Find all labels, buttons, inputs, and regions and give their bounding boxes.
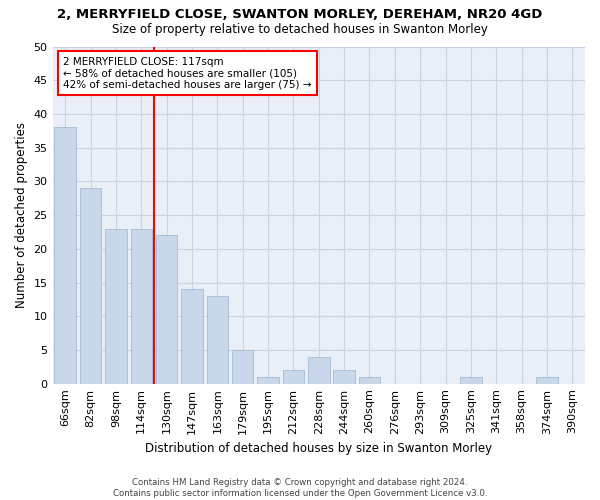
Bar — [308, 356, 329, 384]
X-axis label: Distribution of detached houses by size in Swanton Morley: Distribution of detached houses by size … — [145, 442, 493, 455]
Bar — [257, 377, 279, 384]
Bar — [80, 188, 101, 384]
Bar — [460, 377, 482, 384]
Y-axis label: Number of detached properties: Number of detached properties — [15, 122, 28, 308]
Bar — [334, 370, 355, 384]
Bar — [206, 296, 228, 384]
Text: Size of property relative to detached houses in Swanton Morley: Size of property relative to detached ho… — [112, 22, 488, 36]
Bar — [359, 377, 380, 384]
Text: 2 MERRYFIELD CLOSE: 117sqm
← 58% of detached houses are smaller (105)
42% of sem: 2 MERRYFIELD CLOSE: 117sqm ← 58% of deta… — [63, 56, 311, 90]
Bar — [232, 350, 253, 384]
Bar — [283, 370, 304, 384]
Bar — [55, 128, 76, 384]
Text: Contains HM Land Registry data © Crown copyright and database right 2024.
Contai: Contains HM Land Registry data © Crown c… — [113, 478, 487, 498]
Bar — [181, 290, 203, 384]
Bar — [131, 228, 152, 384]
Bar — [105, 228, 127, 384]
Bar — [156, 236, 178, 384]
Text: 2, MERRYFIELD CLOSE, SWANTON MORLEY, DEREHAM, NR20 4GD: 2, MERRYFIELD CLOSE, SWANTON MORLEY, DER… — [58, 8, 542, 20]
Bar — [536, 377, 558, 384]
